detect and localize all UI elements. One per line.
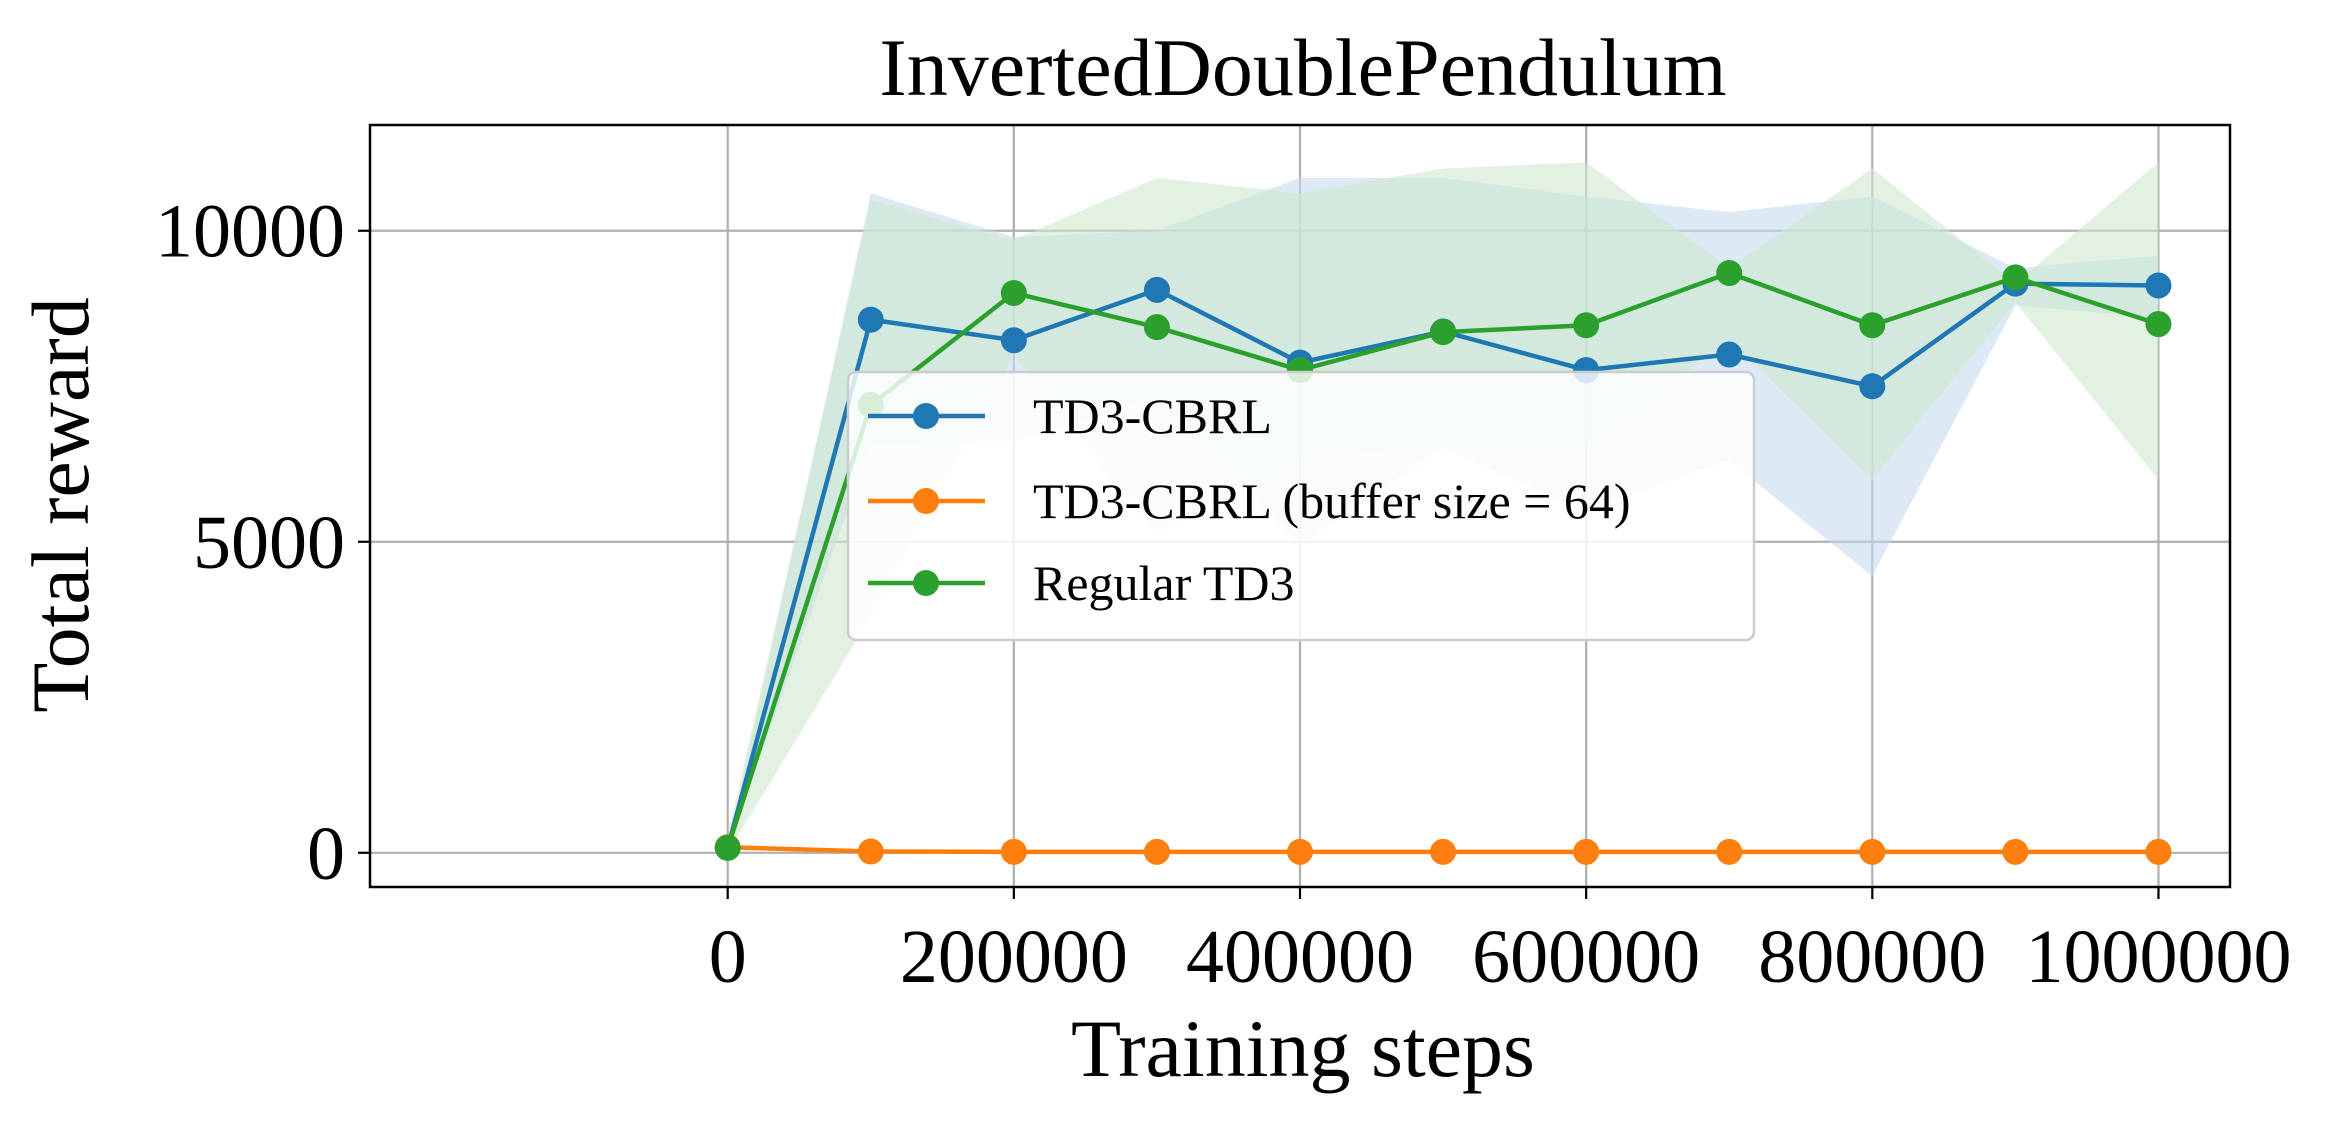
data-point: [1000, 327, 1027, 354]
data-point: [1287, 838, 1313, 865]
data-point: [2002, 838, 2029, 865]
x-tick-label: 200000: [900, 915, 1128, 999]
data-point: [2145, 838, 2172, 865]
data-point: [1143, 314, 1170, 341]
data-point: [1716, 341, 1743, 368]
data-point: [2002, 264, 2029, 291]
y-tick-label: 5000: [193, 501, 345, 585]
data-point: [1573, 838, 1600, 865]
y-axis-ticks: 0 5000 10000: [155, 190, 370, 896]
x-tick-label: 0: [709, 915, 747, 999]
data-point: [1859, 312, 1886, 339]
data-point: [2145, 272, 2172, 299]
y-tick-label: 10000: [155, 190, 345, 274]
legend-entry-label: TD3-CBRL (buffer size = 64): [1033, 473, 1631, 529]
legend-entry-label: TD3-CBRL: [1033, 388, 1272, 444]
x-tick-label: 1000000: [2025, 915, 2291, 999]
data-point: [2145, 311, 2172, 338]
legend-swatch-marker: [913, 403, 939, 429]
chart-title: InvertedDoublePendulum: [879, 22, 1726, 113]
data-point: [1859, 838, 1886, 865]
data-point: [1143, 838, 1170, 865]
data-point: [1859, 373, 1886, 400]
legend-entry-label: Regular TD3: [1033, 555, 1295, 611]
data-point: [1000, 838, 1027, 865]
x-tick-label: 600000: [1472, 915, 1700, 999]
data-point: [857, 306, 884, 333]
data-point: [1143, 276, 1170, 303]
x-axis-ticks: 0 200000 400000 600000 800000 1000000: [709, 887, 2291, 999]
y-axis-label: Total reward: [15, 297, 106, 712]
legend: TD3-CBRL TD3-CBRL (buffer size = 64) Regul…: [846, 370, 1756, 642]
data-point: [1430, 319, 1457, 346]
data-point: [1000, 279, 1027, 306]
data-point: [714, 834, 741, 861]
legend-swatch-marker: [913, 570, 939, 596]
data-point: [1716, 260, 1743, 287]
legend-swatch-marker: [913, 488, 939, 514]
confidence-band-2: [727, 162, 2159, 853]
series-lines: [714, 260, 2172, 865]
x-tick-label: 800000: [1758, 915, 1986, 999]
y-tick-label: 0: [307, 812, 345, 896]
x-tick-label: 400000: [1186, 915, 1414, 999]
data-point: [1573, 312, 1600, 339]
data-point: [1430, 838, 1457, 865]
data-point: [857, 838, 884, 865]
x-axis-label: Training steps: [1071, 1003, 1535, 1094]
data-point: [1716, 838, 1743, 865]
legend-box: [846, 370, 1756, 642]
